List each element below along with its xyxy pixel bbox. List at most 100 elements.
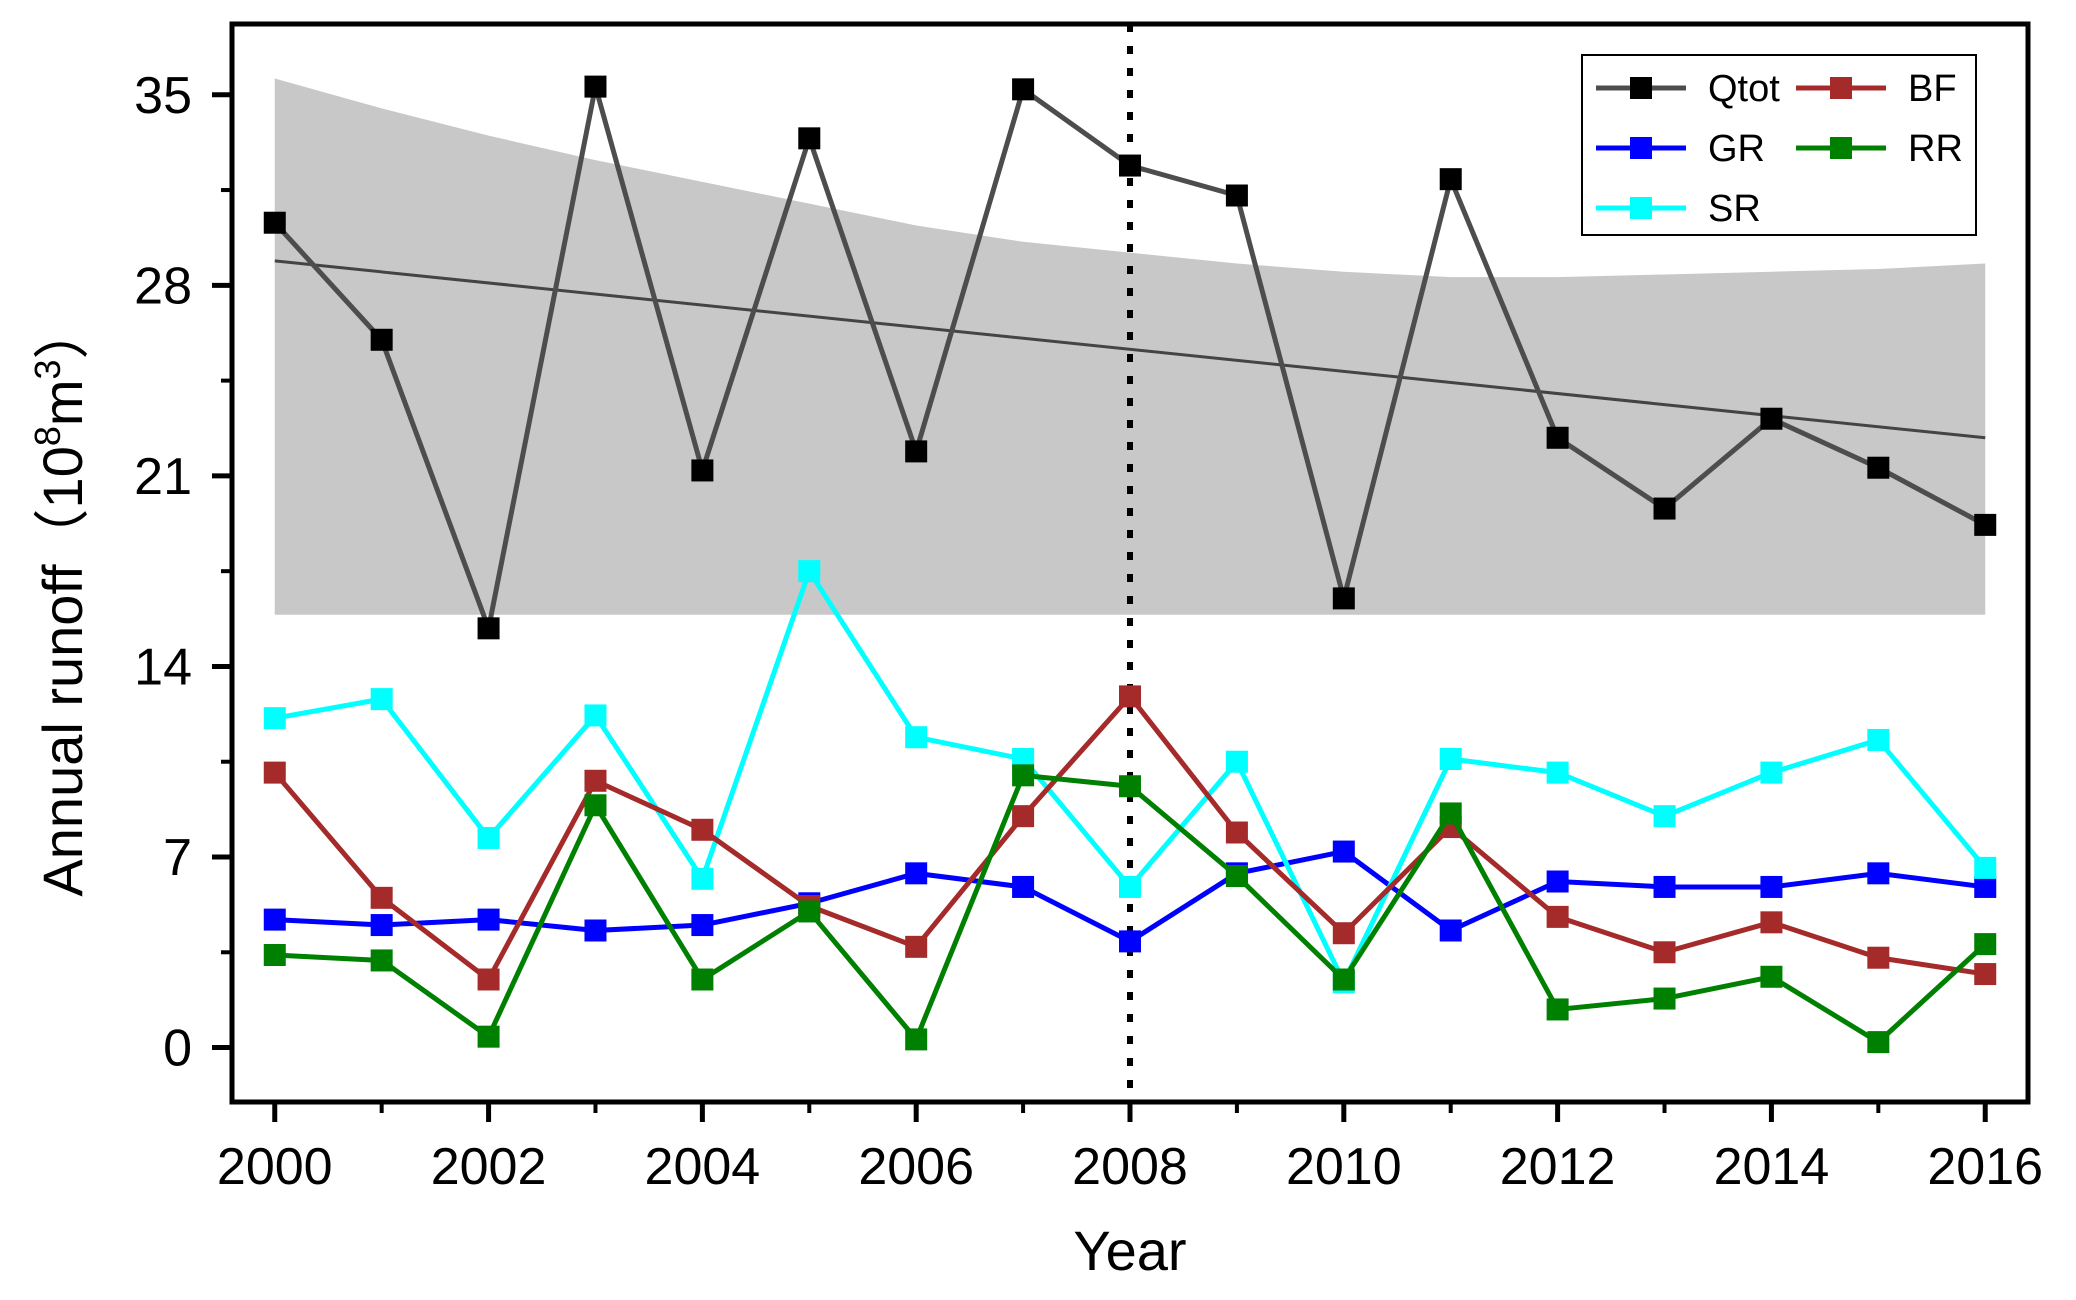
- series-qtot: [263, 75, 1997, 640]
- legend-marker-bf: [1830, 77, 1852, 99]
- point-sr-2009: [1225, 750, 1248, 773]
- point-qtot-2014: [1760, 407, 1783, 430]
- point-gr-2000: [263, 908, 286, 931]
- point-bf-2000: [263, 761, 286, 784]
- point-sr-2011: [1439, 748, 1462, 770]
- point-sr-2004: [691, 867, 714, 890]
- x-tick-label-2016: 2016: [1927, 1138, 2043, 1196]
- x-tick-label-2004: 2004: [645, 1138, 761, 1196]
- y-axis-unit-close: ）: [31, 303, 94, 359]
- point-gr-2008: [1119, 930, 1141, 953]
- point-qtot-2011: [1439, 168, 1462, 191]
- y-axis-unit-m: m: [31, 379, 94, 426]
- point-bf-2014: [1760, 911, 1783, 934]
- point-rr-2003: [584, 794, 607, 817]
- point-qtot-2009: [1225, 184, 1248, 207]
- point-gr-2010: [1332, 840, 1355, 863]
- axes-layer: 2000 2002 2004 2006 2008 2010 2012 2014 2016 0 7 14…: [134, 21, 2043, 1196]
- point-qtot-2006: [905, 440, 928, 463]
- y-tick-label-0: 0: [163, 1020, 192, 1078]
- y-tick-label-14: 14: [134, 638, 192, 696]
- point-gr-2012: [1546, 870, 1569, 893]
- point-gr-2001: [370, 914, 393, 937]
- y-tick-label-28: 28: [134, 257, 192, 315]
- point-bf-2009: [1225, 821, 1248, 844]
- legend-label-gr: GR: [1708, 128, 1765, 170]
- point-qtot-2012: [1546, 426, 1569, 449]
- y-axis-title-main: Annual runoff: [31, 564, 94, 897]
- point-sr-2008: [1119, 875, 1141, 898]
- point-sr-2012: [1546, 761, 1569, 784]
- point-rr-2007: [1012, 764, 1035, 787]
- point-gr-2011: [1439, 919, 1462, 942]
- legend-marker-qtot: [1630, 77, 1652, 99]
- point-qtot-2003: [584, 75, 607, 98]
- point-bf-2010: [1332, 922, 1355, 945]
- point-rr-2015: [1867, 1031, 1890, 1054]
- point-bf-2015: [1867, 946, 1890, 969]
- point-qtot-2001: [370, 328, 393, 351]
- series-layer: [263, 75, 1997, 1054]
- legend-item-rr: RR: [1796, 128, 1963, 170]
- point-rr-2013: [1653, 987, 1676, 1010]
- trend-line: [274, 259, 1986, 440]
- legend-marker-rr: [1830, 137, 1852, 159]
- point-bf-2008: [1119, 685, 1141, 708]
- trend-line-layer: [274, 259, 1986, 440]
- series-rr: [263, 764, 1997, 1054]
- point-qtot-2008: [1119, 154, 1141, 177]
- legend-item-qtot: Qtot: [1596, 68, 1780, 110]
- point-rr-2011: [1439, 802, 1462, 825]
- point-sr-2005: [798, 560, 821, 583]
- x-tick-label-2000: 2000: [217, 1138, 333, 1196]
- point-gr-2002: [477, 908, 500, 931]
- point-rr-2008: [1119, 775, 1141, 798]
- point-gr-2004: [691, 914, 714, 937]
- point-sr-2006: [905, 726, 928, 749]
- point-rr-2000: [263, 944, 286, 966]
- point-bf-2003: [584, 769, 607, 792]
- point-bf-2012: [1546, 905, 1569, 928]
- x-tick-label-2008: 2008: [1072, 1138, 1188, 1196]
- legend-item-bf: BF: [1796, 68, 1957, 110]
- legend-marker-sr: [1630, 197, 1652, 219]
- legend-item-gr: GR: [1596, 128, 1765, 170]
- point-rr-2004: [691, 968, 714, 991]
- x-tick-label-2006: 2006: [858, 1138, 974, 1196]
- point-rr-2006: [905, 1028, 928, 1051]
- x-tick-label-2014: 2014: [1714, 1138, 1830, 1196]
- x-tick-label-2010: 2010: [1286, 1138, 1402, 1196]
- point-qtot-2002: [477, 617, 500, 640]
- point-gr-2013: [1653, 875, 1676, 898]
- legend-label-rr: RR: [1908, 128, 1963, 170]
- point-rr-2002: [477, 1025, 500, 1048]
- point-bf-2006: [905, 935, 928, 958]
- point-sr-2013: [1653, 805, 1676, 828]
- point-rr-2012: [1546, 998, 1569, 1021]
- point-qtot-2010: [1332, 587, 1355, 610]
- legend-label-sr: SR: [1708, 188, 1761, 230]
- point-rr-2005: [798, 900, 821, 923]
- point-sr-2015: [1867, 728, 1890, 751]
- y-tick-label-35: 35: [134, 67, 192, 125]
- point-sr-2003: [584, 704, 607, 727]
- point-gr-2006: [905, 862, 928, 885]
- point-rr-2010: [1332, 968, 1355, 991]
- point-rr-2001: [370, 949, 393, 972]
- point-bf-2016: [1974, 963, 1997, 986]
- point-qtot-2013: [1653, 497, 1676, 520]
- point-sr-2001: [370, 688, 393, 711]
- x-tick-label-2002: 2002: [431, 1138, 547, 1196]
- legend-label-bf: BF: [1908, 68, 1957, 110]
- y-axis-unit-sup-cubic: 3: [27, 359, 68, 379]
- legend: Qtot BF GR RR SR: [1581, 54, 1977, 236]
- series-bf: [263, 685, 1997, 991]
- point-qtot-2005: [798, 127, 821, 150]
- point-sr-2014: [1760, 761, 1783, 784]
- point-sr-2002: [477, 826, 500, 849]
- legend-item-sr: SR: [1596, 188, 1761, 230]
- point-qtot-2016: [1974, 513, 1997, 536]
- point-rr-2016: [1974, 933, 1997, 956]
- point-gr-2014: [1760, 875, 1783, 898]
